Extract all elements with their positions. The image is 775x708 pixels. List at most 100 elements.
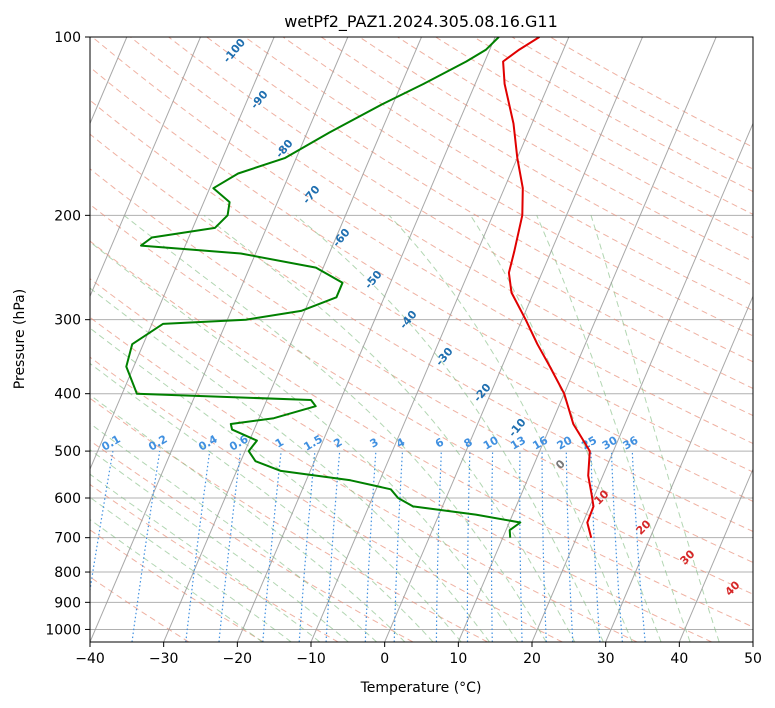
mixing-ratio-label: 16 <box>530 433 550 452</box>
y-tick-label: 800 <box>54 565 81 581</box>
x-axis-label: Temperature (°C) <box>360 680 482 696</box>
y-tick-label: 1000 <box>45 622 81 638</box>
isotherm-line <box>457 37 717 642</box>
dewpoint-profile <box>125 37 522 538</box>
dry-adiabat-label: -50 <box>362 268 385 292</box>
mixing-ratio-line <box>298 451 316 642</box>
moist-adiabat-line <box>90 422 377 642</box>
dry-adiabat-label: -20 <box>471 381 494 405</box>
moist-adiabat-line <box>90 449 349 642</box>
moist-adiabat-line <box>90 518 263 642</box>
dry-adiabat-line <box>90 440 414 642</box>
dry-adiabat-line <box>549 37 753 148</box>
isotherm-line <box>752 640 753 642</box>
temperature-profile <box>502 37 595 538</box>
mixing-ratio-line <box>490 451 494 642</box>
dry-adiabat-line <box>359 37 753 262</box>
moist-adiabat-line <box>470 215 662 642</box>
moist-adiabat-label: 10 <box>592 487 612 507</box>
moist-adiabat-line <box>90 496 292 642</box>
x-tick-label: 20 <box>523 651 541 667</box>
moist-adiabat-label: 20 <box>634 517 654 537</box>
mixing-ratio-line <box>435 451 442 642</box>
dry-adiabat-line <box>130 37 753 417</box>
mixing-ratio-label: 10 <box>481 433 501 452</box>
dry-adiabat-label: -40 <box>397 308 420 332</box>
dry-adiabat-line <box>90 576 190 642</box>
moist-adiabat-line <box>388 214 633 642</box>
mixing-ratio-label: 2 <box>331 436 344 451</box>
x-tick-label: 30 <box>597 651 615 667</box>
moist-adiabat-line <box>536 215 691 642</box>
moist-adiabat-line <box>123 214 547 642</box>
moist-adiabat-line <box>90 394 406 642</box>
y-axis-ticks: 100 200 300 400 500 600 700 800 900 1000 <box>45 30 90 638</box>
dry-adiabat-line <box>90 316 638 642</box>
isotherm-line <box>531 122 753 642</box>
x-tick-label: −40 <box>75 651 105 667</box>
dry-adiabat-line <box>90 483 339 642</box>
mixing-ratio-label: 20 <box>555 433 575 452</box>
dry-adiabat-line <box>90 133 753 533</box>
isotherm-line <box>310 37 570 642</box>
moist-adiabat-line <box>90 241 519 642</box>
y-tick-label: 200 <box>54 208 81 224</box>
mixing-ratio-line <box>90 451 114 594</box>
y-tick-label: 900 <box>54 595 81 611</box>
moist-adiabat-label: 40 <box>723 578 743 598</box>
dry-adiabat-label: -10 <box>506 416 529 440</box>
x-tick-label: 10 <box>449 651 467 667</box>
dry-adiabat-line <box>90 203 753 595</box>
dry-adiabat-line <box>435 37 753 215</box>
y-tick-label: 300 <box>54 313 81 329</box>
x-tick-label: −30 <box>149 651 179 667</box>
isotherm-line <box>90 37 349 642</box>
x-axis-ticks: −40 −30 −20 −10 0 10 20 30 40 50 <box>75 642 762 667</box>
dry-adiabat-line <box>90 356 563 642</box>
x-tick-label: −20 <box>223 651 253 667</box>
x-tick-label: −10 <box>296 651 326 667</box>
dry-adiabat-label: -80 <box>273 137 296 161</box>
dry-adiabat-label: -70 <box>300 183 323 207</box>
dry-adiabat-line <box>511 37 753 170</box>
moist-adiabat-line <box>90 362 434 642</box>
y-axis-label: Pressure (hPa) <box>12 289 28 389</box>
isotherm-line <box>678 467 753 642</box>
isotherm-line <box>605 295 753 642</box>
dry-adiabat-label: -100 <box>220 36 248 66</box>
dry-adiabat-line <box>90 240 753 628</box>
dry-adiabat-line <box>168 37 753 389</box>
chart-title: wetPf2_PAZ1.2024.305.08.16.G11 <box>284 12 558 32</box>
mixing-ratio-label: 1 <box>273 436 286 451</box>
dry-adiabat-line <box>90 168 753 563</box>
y-tick-label: 600 <box>54 491 81 507</box>
background-lines <box>90 37 753 642</box>
dry-adiabat-line <box>282 37 753 312</box>
y-tick-label: 500 <box>54 444 81 460</box>
dry-adiabat-line <box>90 397 488 642</box>
isotherm-line <box>384 37 643 642</box>
y-tick-label: 400 <box>54 387 81 403</box>
dry-adiabat-line <box>90 66 753 473</box>
isotherm-line <box>90 37 275 471</box>
mixing-ratio-line <box>218 451 242 642</box>
mixing-ratio-label: 3 <box>368 436 381 451</box>
mixing-ratio-line <box>565 451 574 642</box>
mixing-ratio-label: 0.2 <box>146 433 169 454</box>
mixing-ratio-line <box>131 451 161 642</box>
x-tick-label: 50 <box>744 651 762 667</box>
plot-frame <box>89 36 754 643</box>
dry-adiabat-line <box>244 37 753 337</box>
isotherm-line <box>90 37 201 298</box>
mixing-ratio-label: 4 <box>394 435 407 450</box>
mixing-ratio-label: 6 <box>433 435 446 450</box>
mixing-ratio-label: 0.4 <box>196 432 220 453</box>
moist-adiabat-line <box>203 214 576 642</box>
moist-adiabat-line <box>295 214 604 642</box>
x-tick-label: 40 <box>670 651 688 667</box>
profiles <box>125 37 595 538</box>
moist-adiabat-line <box>90 473 321 642</box>
mixing-ratio-label: 8 <box>462 436 475 451</box>
y-tick-label: 100 <box>54 30 81 46</box>
